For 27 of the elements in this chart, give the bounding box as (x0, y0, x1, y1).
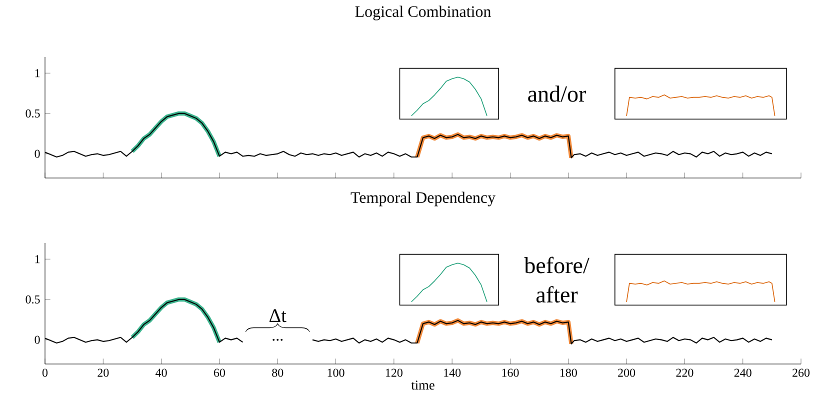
x-tick-label: 260 (792, 368, 810, 377)
x-tick-label: 180 (560, 368, 577, 377)
annotation: and/or (528, 86, 586, 102)
x-tick-label: 220 (676, 368, 694, 377)
y-tick-label: 0.5 (26, 295, 40, 304)
annotation: ... (272, 338, 283, 341)
x-tick-label: 60 (214, 368, 226, 377)
chart-title: Temporal Dependency (350, 192, 496, 206)
x-tick-label: 200 (618, 368, 636, 377)
y-tick-label: 0.5 (26, 109, 40, 118)
y-tick-label: 0 (34, 336, 40, 344)
x-tick-label: 160 (502, 368, 519, 377)
annotation: Δt (270, 309, 286, 322)
y-tick-label: 0 (34, 150, 40, 158)
x-tick-label: 0 (42, 368, 48, 377)
x-axis-title: time (411, 380, 434, 390)
x-tick-label: 240 (734, 368, 752, 377)
chart-title: Logical Combination (355, 6, 491, 20)
annotation: before/ after (524, 256, 590, 303)
x-tick-label: 140 (444, 368, 461, 377)
x-tick-label: 120 (386, 368, 402, 377)
y-tick-label: 1 (35, 255, 40, 264)
x-tick-label: 40 (156, 368, 167, 377)
x-tick-label: 100 (328, 368, 344, 377)
x-tick-label: 80 (272, 368, 284, 377)
y-tick-label: 1 (35, 69, 40, 78)
x-tick-label: 20 (98, 368, 109, 377)
